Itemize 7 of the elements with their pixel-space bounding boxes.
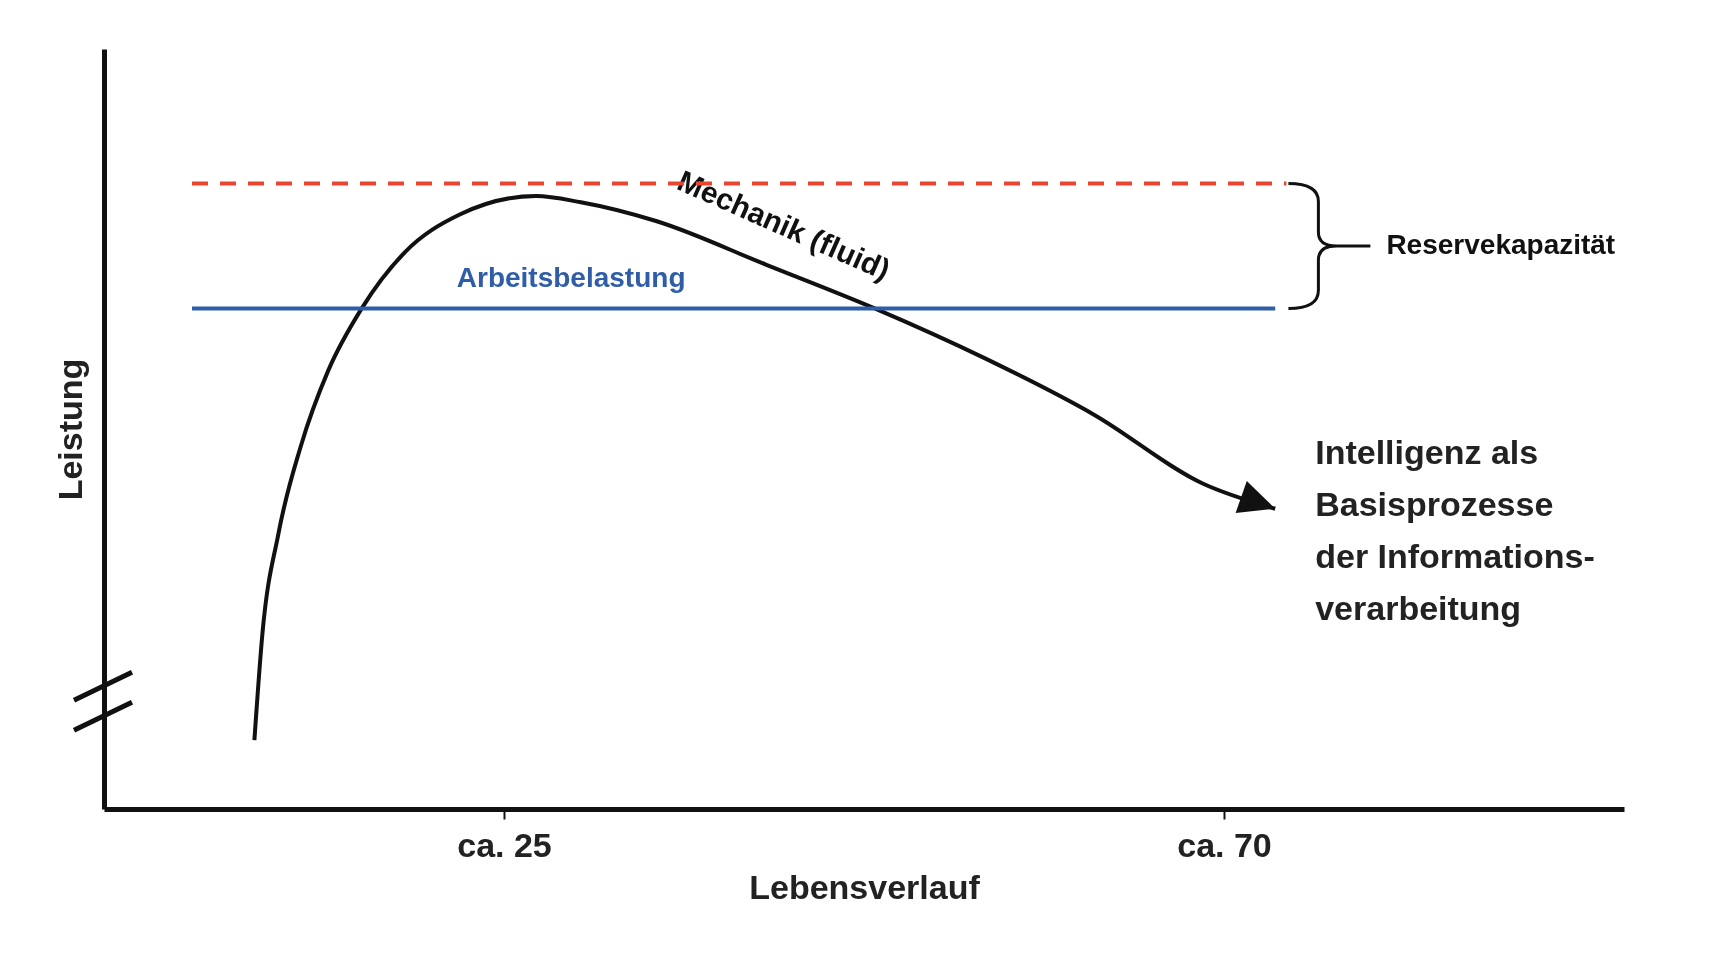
annotation: Reservekapazität xyxy=(1386,229,1616,261)
x-axis-title: Lebensverlauf xyxy=(749,867,981,906)
series-label: Arbeitsbelastung xyxy=(456,261,686,293)
x-tick-label: ca. 25 xyxy=(457,825,552,864)
annotation: Intelligenz als Basisprozesse der Informations- verarbeitung xyxy=(1315,432,1595,627)
x-tick-label: ca. 70 xyxy=(1177,825,1272,864)
y-axis-title: Leistung xyxy=(50,358,89,501)
